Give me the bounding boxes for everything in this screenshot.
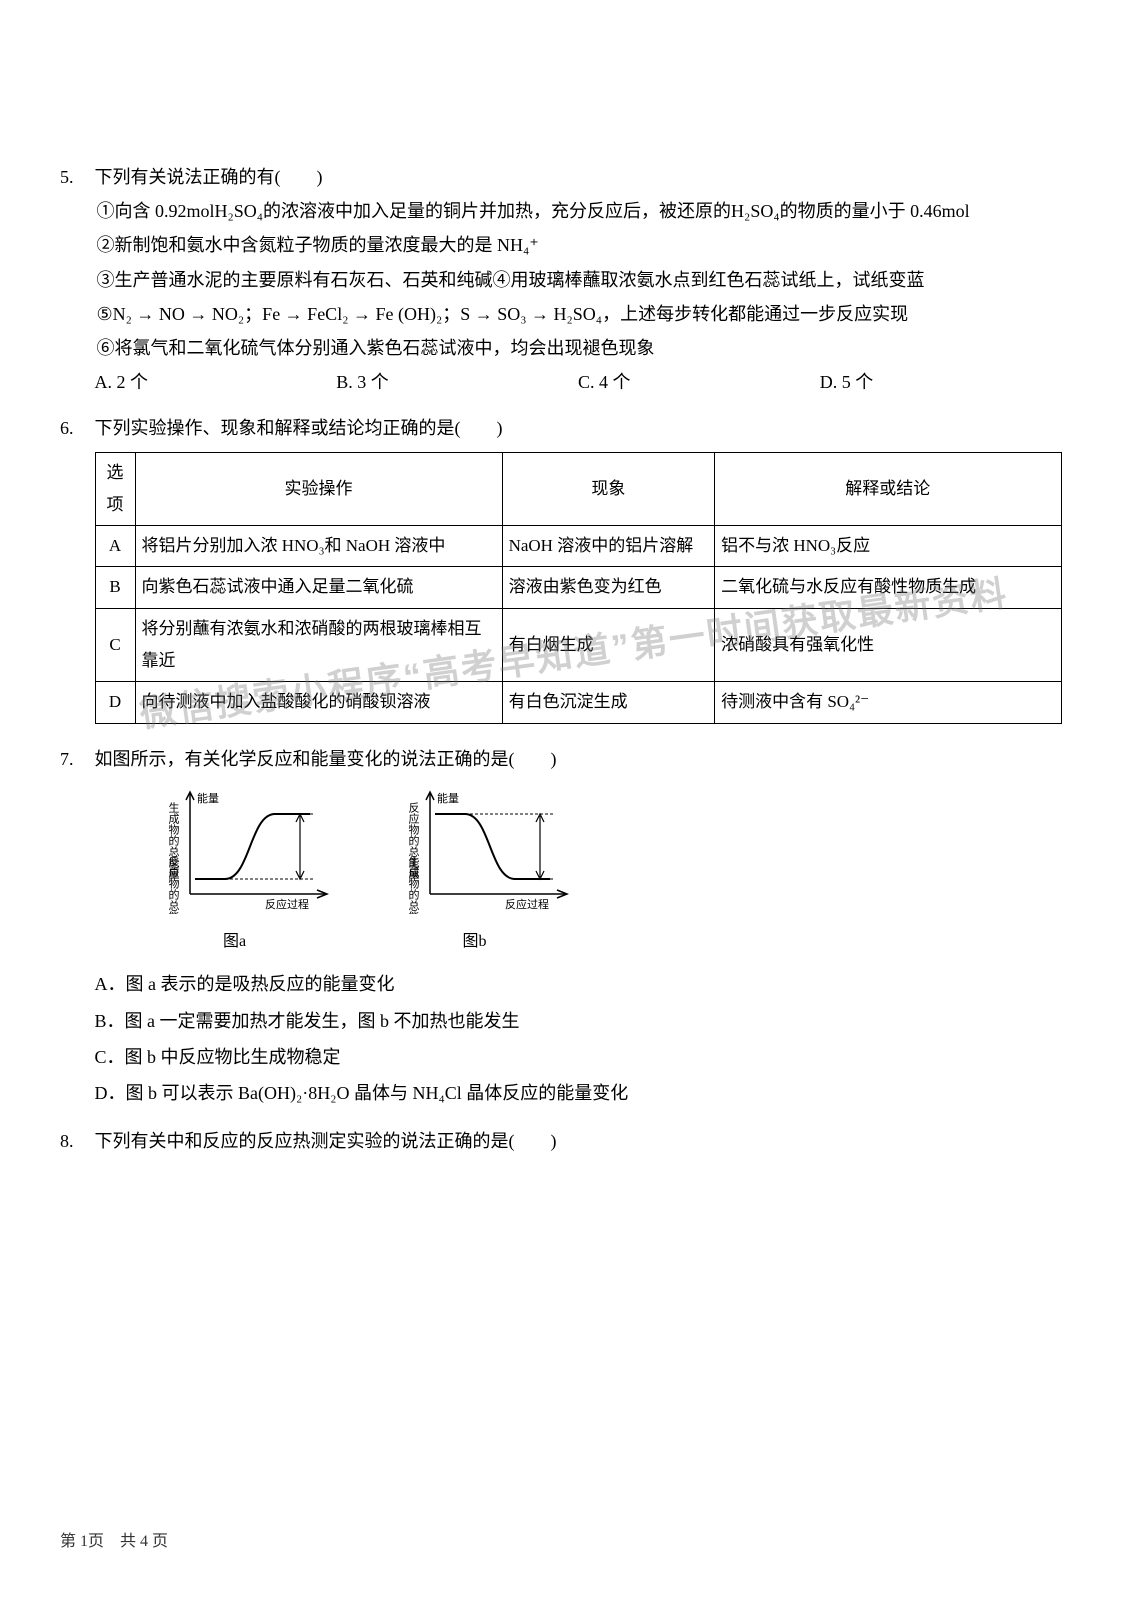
- q7-option-b: B．图 a 一定需要加热才能发生，图 b 不加热也能发生: [95, 1004, 1062, 1038]
- q6-th-operation: 实验操作: [135, 452, 502, 526]
- q7-stem: 如图所示，有关化学反应和能量变化的说法正确的是( ): [95, 742, 1062, 776]
- q6-r2-ph: 溶液由紫色变为红色: [502, 567, 715, 608]
- q5-option-a: A. 2 个: [95, 365, 337, 399]
- question-7: 7. 如图所示，有关化学反应和能量变化的说法正确的是( ): [60, 742, 1067, 1113]
- q8-number: 8.: [60, 1124, 90, 1158]
- q7-option-d: D．图 b 可以表示 Ba(OH)₂·8H₂O 晶体与 NH₄Cl 晶体反应的能…: [95, 1076, 1062, 1110]
- q5-options: A. 2 个 B. 3 个 C. 4 个 D. 5 个: [95, 365, 1062, 399]
- q6-r4-opt: D: [95, 682, 135, 723]
- page-footer: 第 1页 共 4 页: [60, 1527, 168, 1557]
- svg-text:能量: 能量: [197, 791, 219, 805]
- q5-item-2: ②新制饱和氨水中含氮粒子物质的量浓度最大的是 NH₄⁺: [95, 228, 1062, 262]
- diagram-a: 能量 反应过程 生成物的总能量 反应物的总能量 图a: [135, 784, 335, 958]
- energy-diagram-a-icon: 能量 反应过程 生成物的总能量 反应物的总能量: [135, 784, 335, 914]
- diagram-b: 能量 反应过程 反应物的总能量 生成物的总能量 图b: [375, 784, 575, 958]
- q6-r4-co: 待测液中含有 SO₄²⁻: [715, 682, 1061, 723]
- question-8: 8. 下列有关中和反应的反应热测定实验的说法正确的是( ): [60, 1124, 1067, 1158]
- question-6: 6. 下列实验操作、现象和解释或结论均正确的是( ) 选项 实验操作 现象 解释…: [60, 411, 1067, 729]
- q6-th-conclusion: 解释或结论: [715, 452, 1061, 526]
- q6-th-phenomenon: 现象: [502, 452, 715, 526]
- q6-r2-co: 二氧化硫与水反应有酸性物质生成: [715, 567, 1061, 608]
- q6-number: 6.: [60, 411, 90, 445]
- q6-r4-op: 向待测液中加入盐酸酸化的硝酸钡溶液: [135, 682, 502, 723]
- table-row: D 向待测液中加入盐酸酸化的硝酸钡溶液 有白色沉淀生成 待测液中含有 SO₄²⁻: [95, 682, 1061, 723]
- q5-item-5: ⑥将氯气和二氧化硫气体分别通入紫色石蕊试液中，均会出现褪色现象: [95, 331, 1062, 365]
- q5-number: 5.: [60, 160, 90, 194]
- q7-diagrams: 能量 反应过程 生成物的总能量 反应物的总能量 图a: [95, 784, 1062, 958]
- q6-r4-ph: 有白色沉淀生成: [502, 682, 715, 723]
- table-row: B 向紫色石蕊试液中通入足量二氧化硫 溶液由紫色变为红色 二氧化硫与水反应有酸性…: [95, 567, 1061, 608]
- table-row: C 将分别蘸有浓氨水和浓硝酸的两根玻璃棒相互靠近 有白烟生成 浓硝酸具有强氧化性: [95, 608, 1061, 682]
- q6-r3-co: 浓硝酸具有强氧化性: [715, 608, 1061, 682]
- q5-stem: 下列有关说法正确的有( ): [95, 160, 1062, 194]
- svg-text:生成物的总能量: 生成物的总能量: [407, 854, 420, 913]
- q7-number: 7.: [60, 742, 90, 776]
- svg-text:反应物的总能量: 反应物的总能量: [167, 855, 180, 913]
- diagram-b-label: 图b: [375, 927, 575, 957]
- q6-r2-op: 向紫色石蕊试液中通入足量二氧化硫: [135, 567, 502, 608]
- q6-r3-opt: C: [95, 608, 135, 682]
- svg-text:能量: 能量: [437, 791, 459, 805]
- q6-r1-co: 铝不与浓 HNO₃反应: [715, 526, 1061, 567]
- q6-r1-op: 将铝片分别加入浓 HNO₃和 NaOH 溶液中: [135, 526, 502, 567]
- q6-th-option: 选项: [95, 452, 135, 526]
- q5-option-c: C. 4 个: [578, 365, 820, 399]
- q5-item-4: ⑤N₂ → NO → NO₂；Fe → FeCl₂ → Fe (OH)₂；S →…: [95, 297, 1062, 331]
- q6-r1-ph: NaOH 溶液中的铝片溶解: [502, 526, 715, 567]
- svg-text:反应过程: 反应过程: [505, 897, 549, 911]
- q7-option-a: A．图 a 表示的是吸热反应的能量变化: [95, 967, 1062, 1001]
- q6-r3-op: 将分别蘸有浓氨水和浓硝酸的两根玻璃棒相互靠近: [135, 608, 502, 682]
- q6-r1-opt: A: [95, 526, 135, 567]
- q6-r3-ph: 有白烟生成: [502, 608, 715, 682]
- energy-diagram-b-icon: 能量 反应过程 反应物的总能量 生成物的总能量: [375, 784, 575, 914]
- q6-r2-opt: B: [95, 567, 135, 608]
- q5-option-d: D. 5 个: [820, 365, 1062, 399]
- q5-item-3: ③生产普通水泥的主要原料有石灰石、石英和纯碱④用玻璃棒蘸取浓氨水点到红色石蕊试纸…: [95, 263, 1062, 297]
- q8-stem: 下列有关中和反应的反应热测定实验的说法正确的是( ): [95, 1124, 1062, 1158]
- q5-item-1: ①向含 0.92molH₂SO₄的浓溶液中加入足量的铜片并加热，充分反应后，被还…: [95, 194, 1062, 228]
- table-row: A 将铝片分别加入浓 HNO₃和 NaOH 溶液中 NaOH 溶液中的铝片溶解 …: [95, 526, 1061, 567]
- q6-table: 选项 实验操作 现象 解释或结论 A 将铝片分别加入浓 HNO₃和 NaOH 溶…: [95, 452, 1062, 724]
- diagram-a-label: 图a: [135, 927, 335, 957]
- q7-option-c: C．图 b 中反应物比生成物稳定: [95, 1040, 1062, 1074]
- svg-text:反应过程: 反应过程: [265, 897, 309, 911]
- q5-option-b: B. 3 个: [336, 365, 578, 399]
- question-5: 5. 下列有关说法正确的有( ) ①向含 0.92molH₂SO₄的浓溶液中加入…: [60, 160, 1067, 399]
- q6-stem: 下列实验操作、现象和解释或结论均正确的是( ): [95, 411, 1062, 445]
